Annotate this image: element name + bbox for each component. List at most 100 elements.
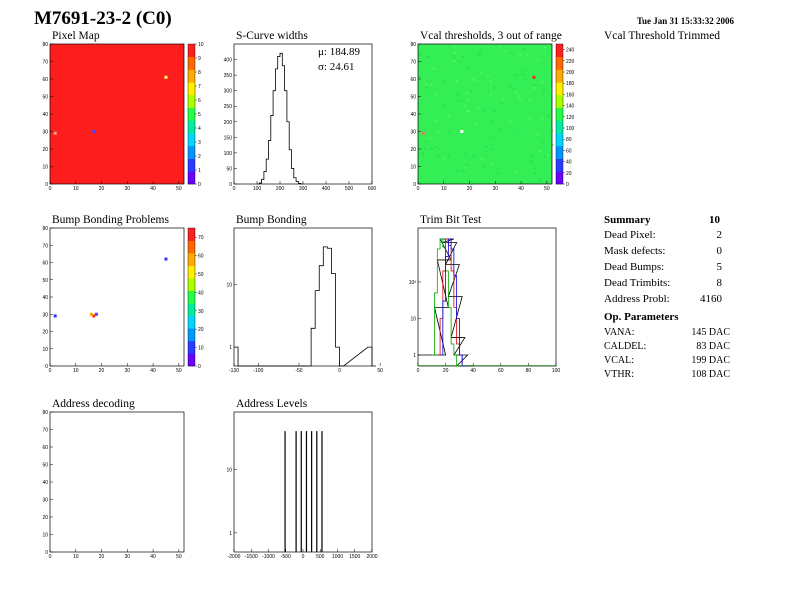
pixel_map-palette-cell [188,82,195,95]
vcal-noise [483,165,486,167]
vcal-noise [436,94,439,96]
vcal-noise [502,99,505,101]
bump-xtick-label: 0 [338,368,341,374]
vcal-palette-cell [556,44,563,57]
vcal-noise [455,171,458,173]
vcal-noise [509,85,512,87]
vcal-noise [453,57,456,59]
vcal-noise [523,48,526,50]
bump_problems-palette-cell [188,291,195,304]
pixel_map-ytick-label: 50 [42,95,48,101]
vcal-noise [515,92,518,94]
vcal-noise [456,100,459,102]
addr_dec-ytick-label: 20 [42,515,48,521]
summary-label: Mask defects: [604,245,665,257]
addr_dec-xtick-label: 20 [99,554,105,560]
vcal-palette-label: 180 [566,81,575,87]
addr_dec-ytick-label: 0 [45,550,48,556]
pixel_map-xtick-label: 10 [73,186,79,192]
vcal-palette-cell [556,133,563,146]
vcal-noise [441,143,444,145]
vcal-noise [425,83,428,85]
bump-xtick-label: -130 [229,368,239,374]
scurve-ytick-label: 250 [224,104,233,110]
bump_problems-pixel-point [92,314,95,317]
vcal-palette-label: 100 [566,126,575,132]
vcal-noise [474,123,477,125]
vcal-noise [424,148,427,150]
vcal-noise [479,52,482,54]
vcal-noise [493,111,496,113]
vcal-noise [442,158,445,160]
vcal-noise [456,94,459,96]
pixel_map-palette-label: 8 [198,70,201,76]
vcal-xtick-label: 40 [518,186,524,192]
bump_problems-ytick-label: 40 [42,295,48,301]
pixel_map-ytick-label: 70 [42,60,48,66]
vcal-noise [454,52,457,54]
vcal-noise [501,103,504,105]
vcal-noise [497,172,500,174]
op-params-header: Op. Parameters [604,311,679,323]
trim-xtick-label: 0 [417,368,420,374]
param-value: 199 DAC [670,355,730,366]
pixel_map-palette-cell [188,44,195,57]
vcal-noise [511,130,514,132]
vcal-noise [431,148,434,150]
scurve-ytick-label: 350 [224,73,233,79]
vcal-xtick-label: 0 [417,186,420,192]
vcal-noise [447,155,450,157]
vcal-noise [480,72,483,74]
vcal-noise [490,80,493,82]
param-value: 145 DAC [670,327,730,338]
vcal-palette-label: 20 [566,171,572,177]
vcal-palette-cell [556,82,563,95]
scurve-xtick-label: 0 [233,186,236,192]
bump_problems-palette-cell [188,353,195,366]
bump_problems-xtick-label: 30 [125,368,131,374]
scurve-ytick-label: 400 [224,58,233,64]
bump_problems-pixel-point [54,314,57,317]
addr_dec-ytick-label: 60 [42,445,48,451]
scurve-xtick-label: 400 [322,186,331,192]
vcal-palette-label: 200 [566,70,575,76]
summary-label: Address Probl: [604,293,670,305]
vcal-noise [430,83,433,85]
vcal-noise [419,53,422,55]
scurve-ytick-label: 150 [224,135,233,141]
vcal-noise [447,132,450,134]
pixel_map-palette-label: 6 [198,98,201,104]
summary-value: 4160 [680,293,722,305]
vcal-noise [533,87,536,89]
vcal-noise [443,103,446,105]
addr_dec-frame [50,412,184,552]
pixel_map-pixel-point [92,130,95,133]
bump_problems-xtick-label: 50 [176,368,182,374]
vcal-noise [476,80,479,82]
vcal-noise [519,54,522,56]
pixel_map-xtick-label: 30 [125,186,131,192]
vcal-noise [502,87,505,89]
vcal-palette-label: 80 [566,137,572,143]
addr_lev-xtick-label: 500 [316,554,325,560]
vcal-ytick-label: 10 [410,165,416,171]
vcal-noise [498,46,501,48]
bump_problems-ytick-label: 80 [42,226,48,232]
pixel_map-pixel-point [164,76,167,79]
bump_problems-palette-label: 0 [198,364,201,370]
pixel_map-palette-cell [188,57,195,70]
pixel_map-xtick-label: 50 [176,186,182,192]
summary-label: Dead Trimbits: [604,277,670,289]
summary-label: Dead Bumps: [604,261,664,273]
vcal-noise [547,155,550,157]
bump_problems-palette-cell [188,278,195,291]
vcal-noise [521,69,524,71]
pixel_map-palette-label: 1 [198,168,201,174]
bump_problems-palette-label: 40 [198,290,204,296]
vcal-palette-cell [556,171,563,184]
vcal-noise [481,158,484,160]
vcal-palette-label: 160 [566,92,575,98]
scurve-xtick-label: 600 [368,186,377,192]
trim-xtick-label: 100 [552,368,561,374]
vcal-noise [470,171,473,173]
